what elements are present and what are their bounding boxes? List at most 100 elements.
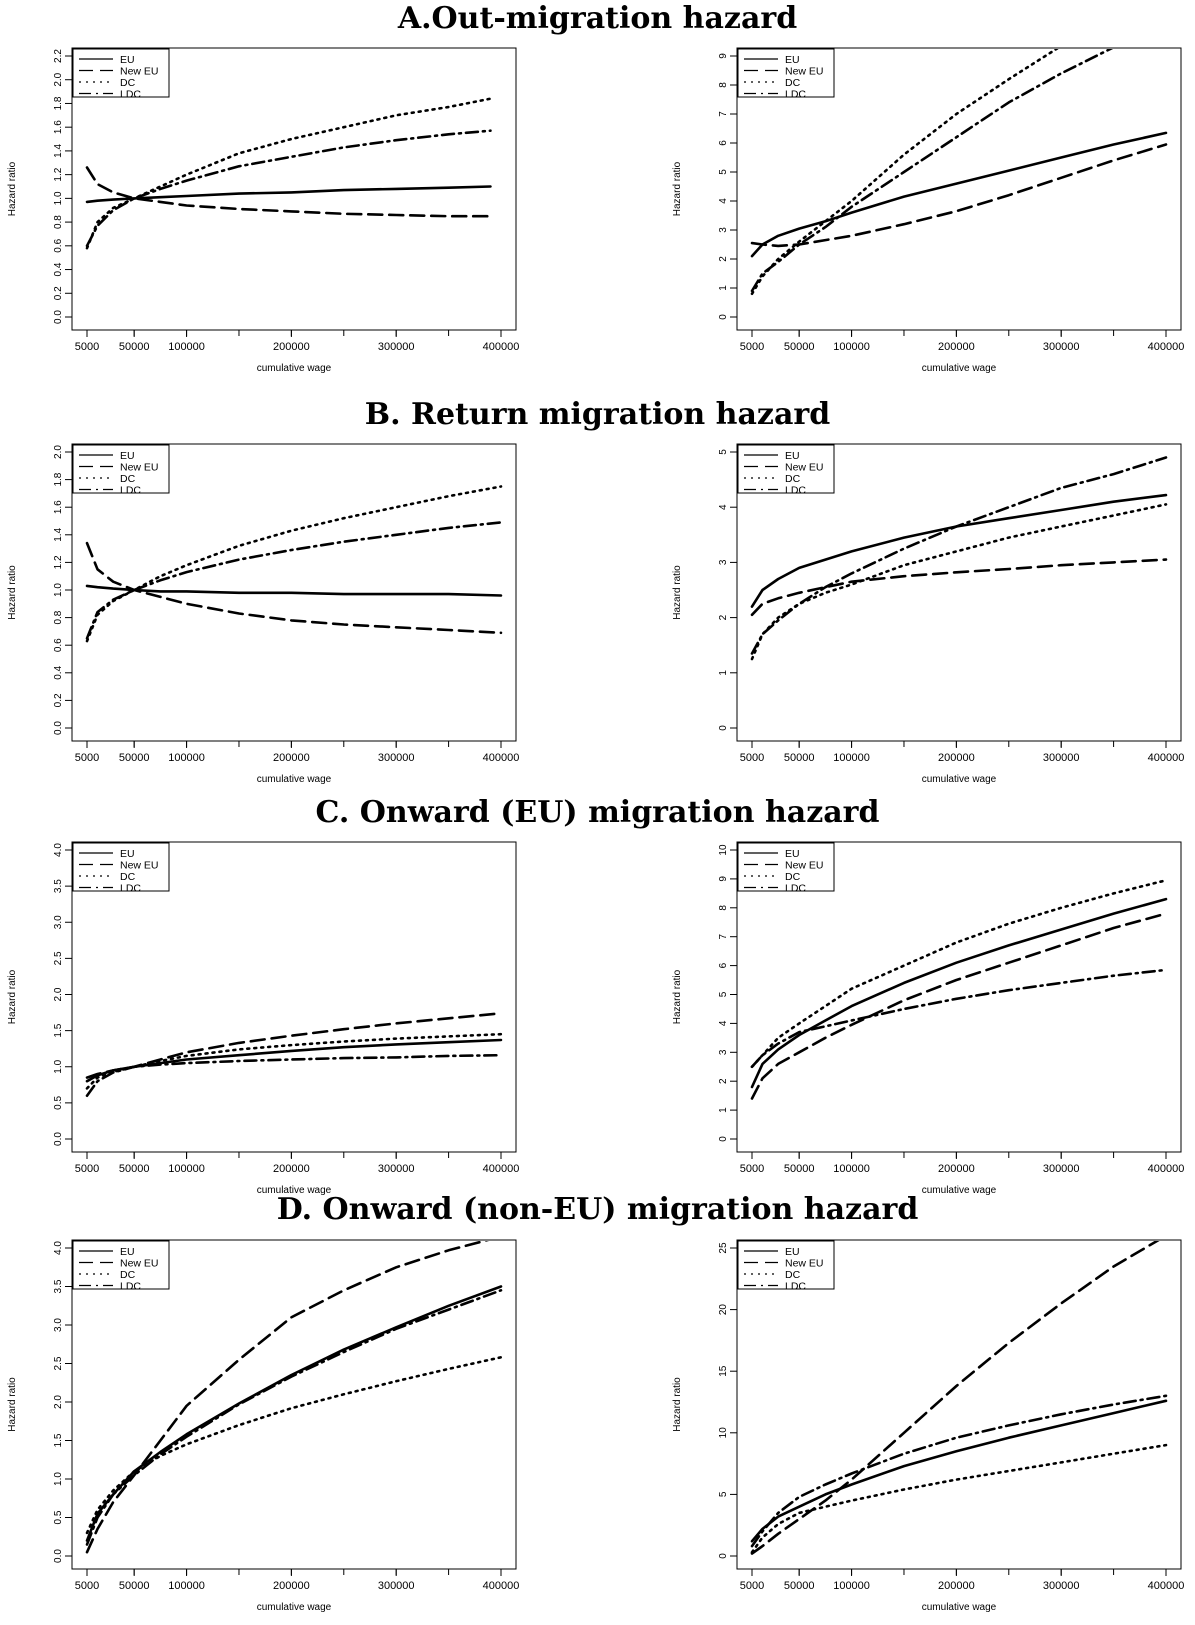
chart1-y-tick-label: 1.8	[53, 96, 64, 110]
chart3-y-label: Hazard ratio	[7, 565, 18, 620]
panel-title-c: C. Onward (EU) migration hazard	[315, 795, 880, 830]
chart3-y-tick-label: 0.8	[53, 610, 64, 624]
chart4-y-tick-label: 1	[718, 670, 729, 676]
chart8-x-tick-label: 300000	[1043, 1580, 1080, 1592]
chart8-y-tick-label: 15	[718, 1365, 729, 1377]
chart6-y-label: Hazard ratio	[672, 969, 683, 1024]
chart8-series-dc	[750, 1443, 1168, 1554]
chart8-series-new-eu	[750, 1241, 1160, 1555]
chart2-legend-label: New EU	[785, 66, 824, 78]
chart6-y-tick-label: 8	[718, 905, 729, 911]
chart3-legend-label: DC	[120, 473, 136, 485]
chart4-y-label: Hazard ratio	[672, 565, 683, 620]
chart1-y-tick-label: 2.0	[53, 72, 64, 86]
chart6-y-tick-label: 6	[718, 962, 729, 968]
chart3-y-tick-label: 0.4	[53, 665, 64, 679]
chart3-series-ldc	[85, 521, 503, 640]
chart4-legend-label: DC	[785, 473, 801, 485]
chart1-series-eu	[85, 185, 492, 204]
chart5-x-tick-label: 400000	[483, 1163, 520, 1175]
chart5-x-tick-label: 200000	[273, 1163, 310, 1175]
chart5-series-new-eu	[85, 1011, 503, 1079]
chart8-series-eu	[750, 1399, 1168, 1543]
chart3-x-tick-label: 50000	[119, 752, 150, 764]
chart7-legend-label: New EU	[120, 1258, 159, 1270]
chart5-y-tick-label: 1.5	[53, 1023, 64, 1037]
chart1-legend-label: LDC	[120, 89, 141, 101]
chart1-y-label: Hazard ratio	[7, 161, 18, 216]
chart5-y-tick-label: 3.5	[53, 879, 64, 893]
chart6-y-tick-label: 0	[718, 1136, 729, 1142]
chart7-y-tick-label: 4.0	[53, 1241, 64, 1255]
chart3-y-tick-label: 0.6	[53, 638, 64, 652]
chart5-y-tick-label: 1.0	[53, 1059, 64, 1073]
chart3-y-tick-label: 0.0	[53, 721, 64, 735]
chart6-series-new-eu	[750, 912, 1168, 1100]
chart1-y-tick-label: 1.0	[53, 191, 64, 205]
chart7-series-eu	[85, 1285, 503, 1542]
chart6-series-dc	[750, 878, 1168, 1069]
chart7-x-tick-label: 300000	[378, 1580, 415, 1592]
chart8-legend-label: New EU	[785, 1258, 824, 1270]
chart2-legend	[737, 48, 835, 98]
chart6-x-label: cumulative wage	[922, 1185, 997, 1196]
chart4-series-new-eu	[750, 558, 1168, 617]
chart1-legend-label: EU	[120, 54, 135, 66]
chart2-series-eu	[750, 131, 1168, 258]
chart7-x-tick-label: 400000	[483, 1580, 520, 1592]
chart3-x-label: cumulative wage	[257, 774, 332, 785]
chart5-legend	[72, 842, 170, 892]
chart7-x-tick-label: 5000	[75, 1580, 99, 1592]
chart8-legend-label: DC	[785, 1269, 801, 1281]
chart3-x-tick-label: 400000	[483, 752, 520, 764]
chart2-x-tick-label: 400000	[1148, 341, 1185, 353]
chart3-legend-label: LDC	[120, 485, 141, 497]
panel-title-d: D. Onward (non-EU) migration hazard	[276, 1192, 919, 1227]
chart5-y-tick-label: 2.5	[53, 951, 64, 965]
chart2-x-tick-label: 50000	[784, 341, 815, 353]
chart8-x-tick-label: 100000	[833, 1580, 870, 1592]
chart6-x-tick-label: 200000	[938, 1163, 975, 1175]
chart5-x-tick-label: 5000	[75, 1163, 99, 1175]
chart6-legend-label: New EU	[785, 860, 824, 872]
chart1-y-tick-label: 1.6	[53, 120, 64, 134]
chart7-series-dc	[85, 1356, 503, 1535]
chart6-series-eu	[750, 897, 1168, 1089]
chart6-y-tick-label: 9	[718, 876, 729, 882]
chart3-y-tick-label: 1.4	[53, 527, 64, 541]
chart4-y-tick-label: 4	[718, 504, 729, 510]
chart5-x-tick-label: 300000	[378, 1163, 415, 1175]
chart6-x-tick-label: 300000	[1043, 1163, 1080, 1175]
chart1-legend	[72, 48, 170, 98]
chart2-y-tick-label: 3	[718, 227, 729, 233]
chart7-y-tick-label: 0.0	[53, 1549, 64, 1563]
chart3-legend-label: EU	[120, 450, 135, 462]
chart5-legend-label: New EU	[120, 860, 159, 872]
chart4-x-label: cumulative wage	[922, 774, 997, 785]
chart6-x-tick-label: 100000	[833, 1163, 870, 1175]
chart8-x-tick-label: 50000	[784, 1580, 815, 1592]
chart2-y-tick-label: 9	[718, 53, 729, 59]
chart4-y-tick-label: 3	[718, 559, 729, 565]
chart5-legend-label: LDC	[120, 883, 141, 895]
chart2-legend-label: EU	[785, 54, 800, 66]
chart7-series-new-eu	[85, 1241, 490, 1554]
chart7-legend-label: DC	[120, 1269, 136, 1281]
chart2-legend-label: LDC	[785, 89, 806, 101]
chart7-x-label: cumulative wage	[257, 1602, 332, 1613]
chart5-series-ldc	[85, 1053, 503, 1097]
chart1-y-tick-label: 0.8	[53, 215, 64, 229]
chart1-series-ldc	[85, 129, 492, 248]
chart4-series-dc	[750, 503, 1168, 661]
chart1-y-tick-label: 0.0	[53, 310, 64, 324]
chart1-x-label: cumulative wage	[257, 363, 332, 374]
chart6-legend-label: EU	[785, 848, 800, 860]
chart2-series-ldc	[750, 49, 1114, 293]
chart4-x-tick-label: 200000	[938, 752, 975, 764]
chart8-x-tick-label: 5000	[740, 1580, 764, 1592]
chart8-y-label: Hazard ratio	[672, 1377, 683, 1432]
chart7-legend	[72, 1240, 170, 1290]
chart1-y-tick-label: 1.4	[53, 144, 64, 158]
chart8-y-tick-label: 25	[718, 1242, 729, 1254]
